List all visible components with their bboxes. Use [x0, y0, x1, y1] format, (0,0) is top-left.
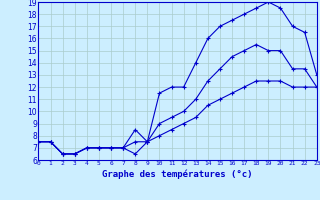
X-axis label: Graphe des températures (°c): Graphe des températures (°c) — [102, 169, 253, 179]
